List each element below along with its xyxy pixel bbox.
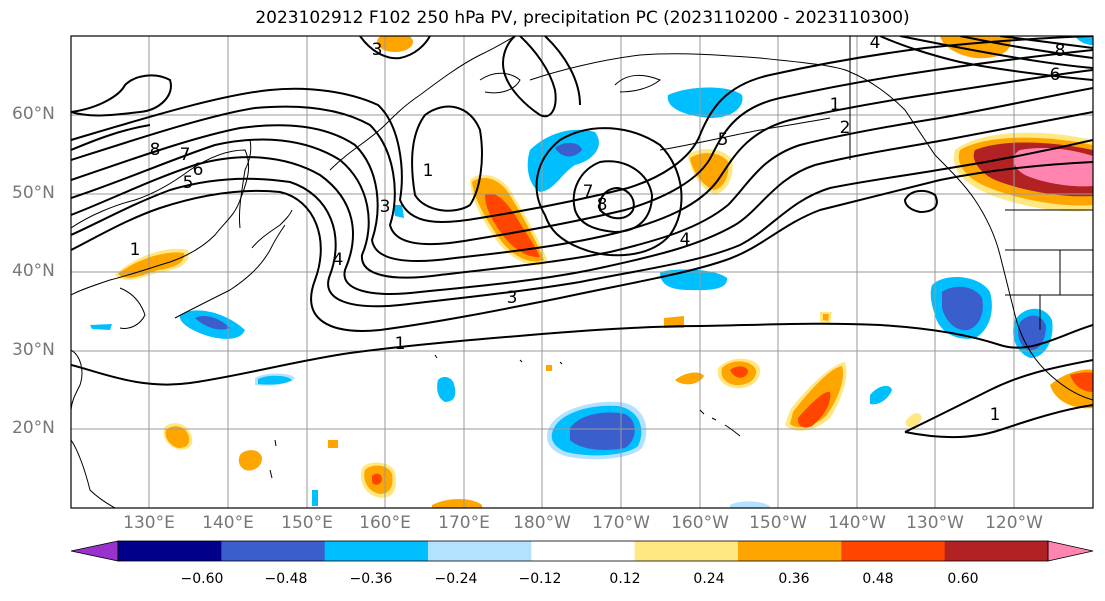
colorbar-tick-label: 0.12 <box>609 571 641 587</box>
colorbar-segment <box>531 541 636 561</box>
colorbar-extend-min <box>70 540 119 562</box>
colorbar-segment <box>324 541 429 561</box>
colorbar-segment <box>841 541 946 561</box>
contour-label: 8 <box>150 140 161 160</box>
lon-label: 130°E <box>123 513 175 533</box>
contour-label: 1 <box>395 334 406 354</box>
lat-label: 30°N <box>12 340 55 360</box>
contour-label: 1 <box>990 405 1001 425</box>
contour-label: 7 <box>180 145 191 165</box>
coastlines <box>71 36 1093 508</box>
contour-label: 4 <box>870 33 881 53</box>
contour-label: 8 <box>1055 41 1066 61</box>
contour-label: 4 <box>333 250 344 270</box>
lat-label: 20°N <box>12 418 55 438</box>
contour-labels: 1 1 1 1 1 2 3 3 3 4 4 4 5 5 6 6 7 7 8 8 … <box>130 33 1066 425</box>
lon-label: 150°E <box>281 513 333 533</box>
map-title: 2023102912 F102 250 hPa PV, precipitatio… <box>255 8 910 28</box>
lat-label: 60°N <box>12 104 55 124</box>
contour-label: 3 <box>372 40 383 60</box>
contour-label: 1 <box>830 95 841 115</box>
colorbar-tick-label: 0.48 <box>862 571 894 587</box>
contour-label: 4 <box>680 230 691 250</box>
contour-label: 5 <box>718 130 729 150</box>
colorbar-segment <box>428 541 532 561</box>
map-area: 1 1 1 1 1 2 3 3 3 4 4 4 5 5 6 6 7 7 8 8 … <box>71 33 1093 508</box>
lat-label: 40°N <box>12 261 55 281</box>
colorbar-segment <box>944 541 1049 561</box>
contour-label: 3 <box>507 288 518 308</box>
colorbar-segment <box>118 541 222 561</box>
contour-label: 3 <box>380 197 391 217</box>
contour-label: 1 <box>423 161 434 181</box>
lon-label: 160°E <box>359 513 411 533</box>
lon-label: 130°W <box>906 513 964 533</box>
colorbar-segment <box>634 541 739 561</box>
contour-label: 8 <box>597 195 608 215</box>
lon-label: 170°W <box>592 513 650 533</box>
colorbar-tick-label: 0.60 <box>947 571 979 587</box>
contour-label: 6 <box>1050 65 1061 85</box>
colorbar-tick-label: −0.48 <box>264 571 308 587</box>
lon-label: 150°W <box>749 513 807 533</box>
colorbar-segment <box>221 541 326 561</box>
colorbar-segment <box>738 541 842 561</box>
colorbar <box>70 540 1094 562</box>
lon-label: 140°E <box>202 513 254 533</box>
colorbar-tick-label: −0.36 <box>349 571 393 587</box>
lat-label: 50°N <box>12 183 55 203</box>
lon-label: 180°W <box>513 513 571 533</box>
colorbar-tick-label: 0.36 <box>778 571 810 587</box>
contour-label: 1 <box>130 240 141 260</box>
lon-label: 170°E <box>438 513 490 533</box>
colorbar-tick-label: −0.12 <box>518 571 562 587</box>
colorbar-tick-label: 0.24 <box>693 571 725 587</box>
map-frame <box>70 35 1094 509</box>
contour-label: 2 <box>840 118 851 138</box>
lon-label: 120°W <box>985 513 1043 533</box>
lon-label: 140°W <box>828 513 886 533</box>
pv-contours <box>71 36 1093 438</box>
contour-label: 5 <box>183 173 194 193</box>
colorbar-tick-label: −0.60 <box>180 571 224 587</box>
lon-label: 160°W <box>671 513 729 533</box>
contour-label: 7 <box>583 182 594 202</box>
colorbar-tick-label: −0.24 <box>434 571 478 587</box>
contour-label: 6 <box>193 160 204 180</box>
colorbar-extend-max <box>1047 540 1094 562</box>
